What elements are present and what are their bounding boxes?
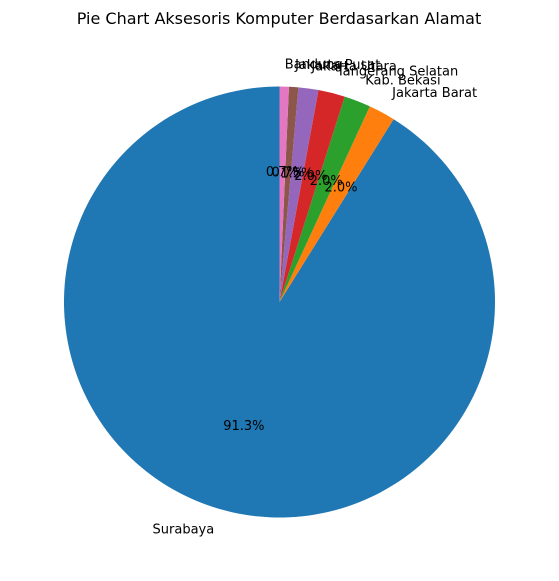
slice-label: Kab. Bekasi	[365, 73, 440, 88]
slice-label: Jakarta Utara	[310, 60, 397, 75]
slice-label: Bandung	[285, 58, 343, 73]
pie-slice-bandung	[279, 86, 289, 302]
slice-percentage: 0.7%	[271, 165, 304, 180]
slice-percentage: 0.7%	[266, 165, 299, 180]
pie-slice-jakarta-barat	[279, 106, 394, 302]
pie-slice-jakarta-utara	[279, 87, 319, 302]
slices-layer	[63, 86, 495, 518]
slice-label: Jakarta Pusat	[294, 58, 380, 73]
slice-percentage: 2.0%	[310, 174, 343, 189]
slice-percentage: 1.5%	[280, 166, 313, 181]
slice-percentage: 2.0%	[294, 169, 327, 184]
slice-label: Jakarta Barat	[391, 86, 477, 101]
slice-label: Tangerang Selatan	[336, 65, 458, 80]
chart-title: Pie Chart Aksesoris Komputer Berdasarkan…	[77, 9, 482, 28]
slice-percentage: 2.0%	[324, 181, 357, 196]
pie-slice-kab-bekasi	[279, 96, 370, 302]
pie-slice-surabaya	[63, 86, 495, 518]
pie-slice-tangerang-selatan	[279, 90, 345, 302]
pie-slice-jakarta-pusat	[279, 86, 299, 302]
slice-label: Surabaya	[153, 522, 215, 537]
slice-percentage: 91.3%	[223, 419, 264, 434]
pct-labels-layer: 91.3%2.0%2.0%2.0%1.5%0.7%0.7%	[223, 165, 357, 434]
